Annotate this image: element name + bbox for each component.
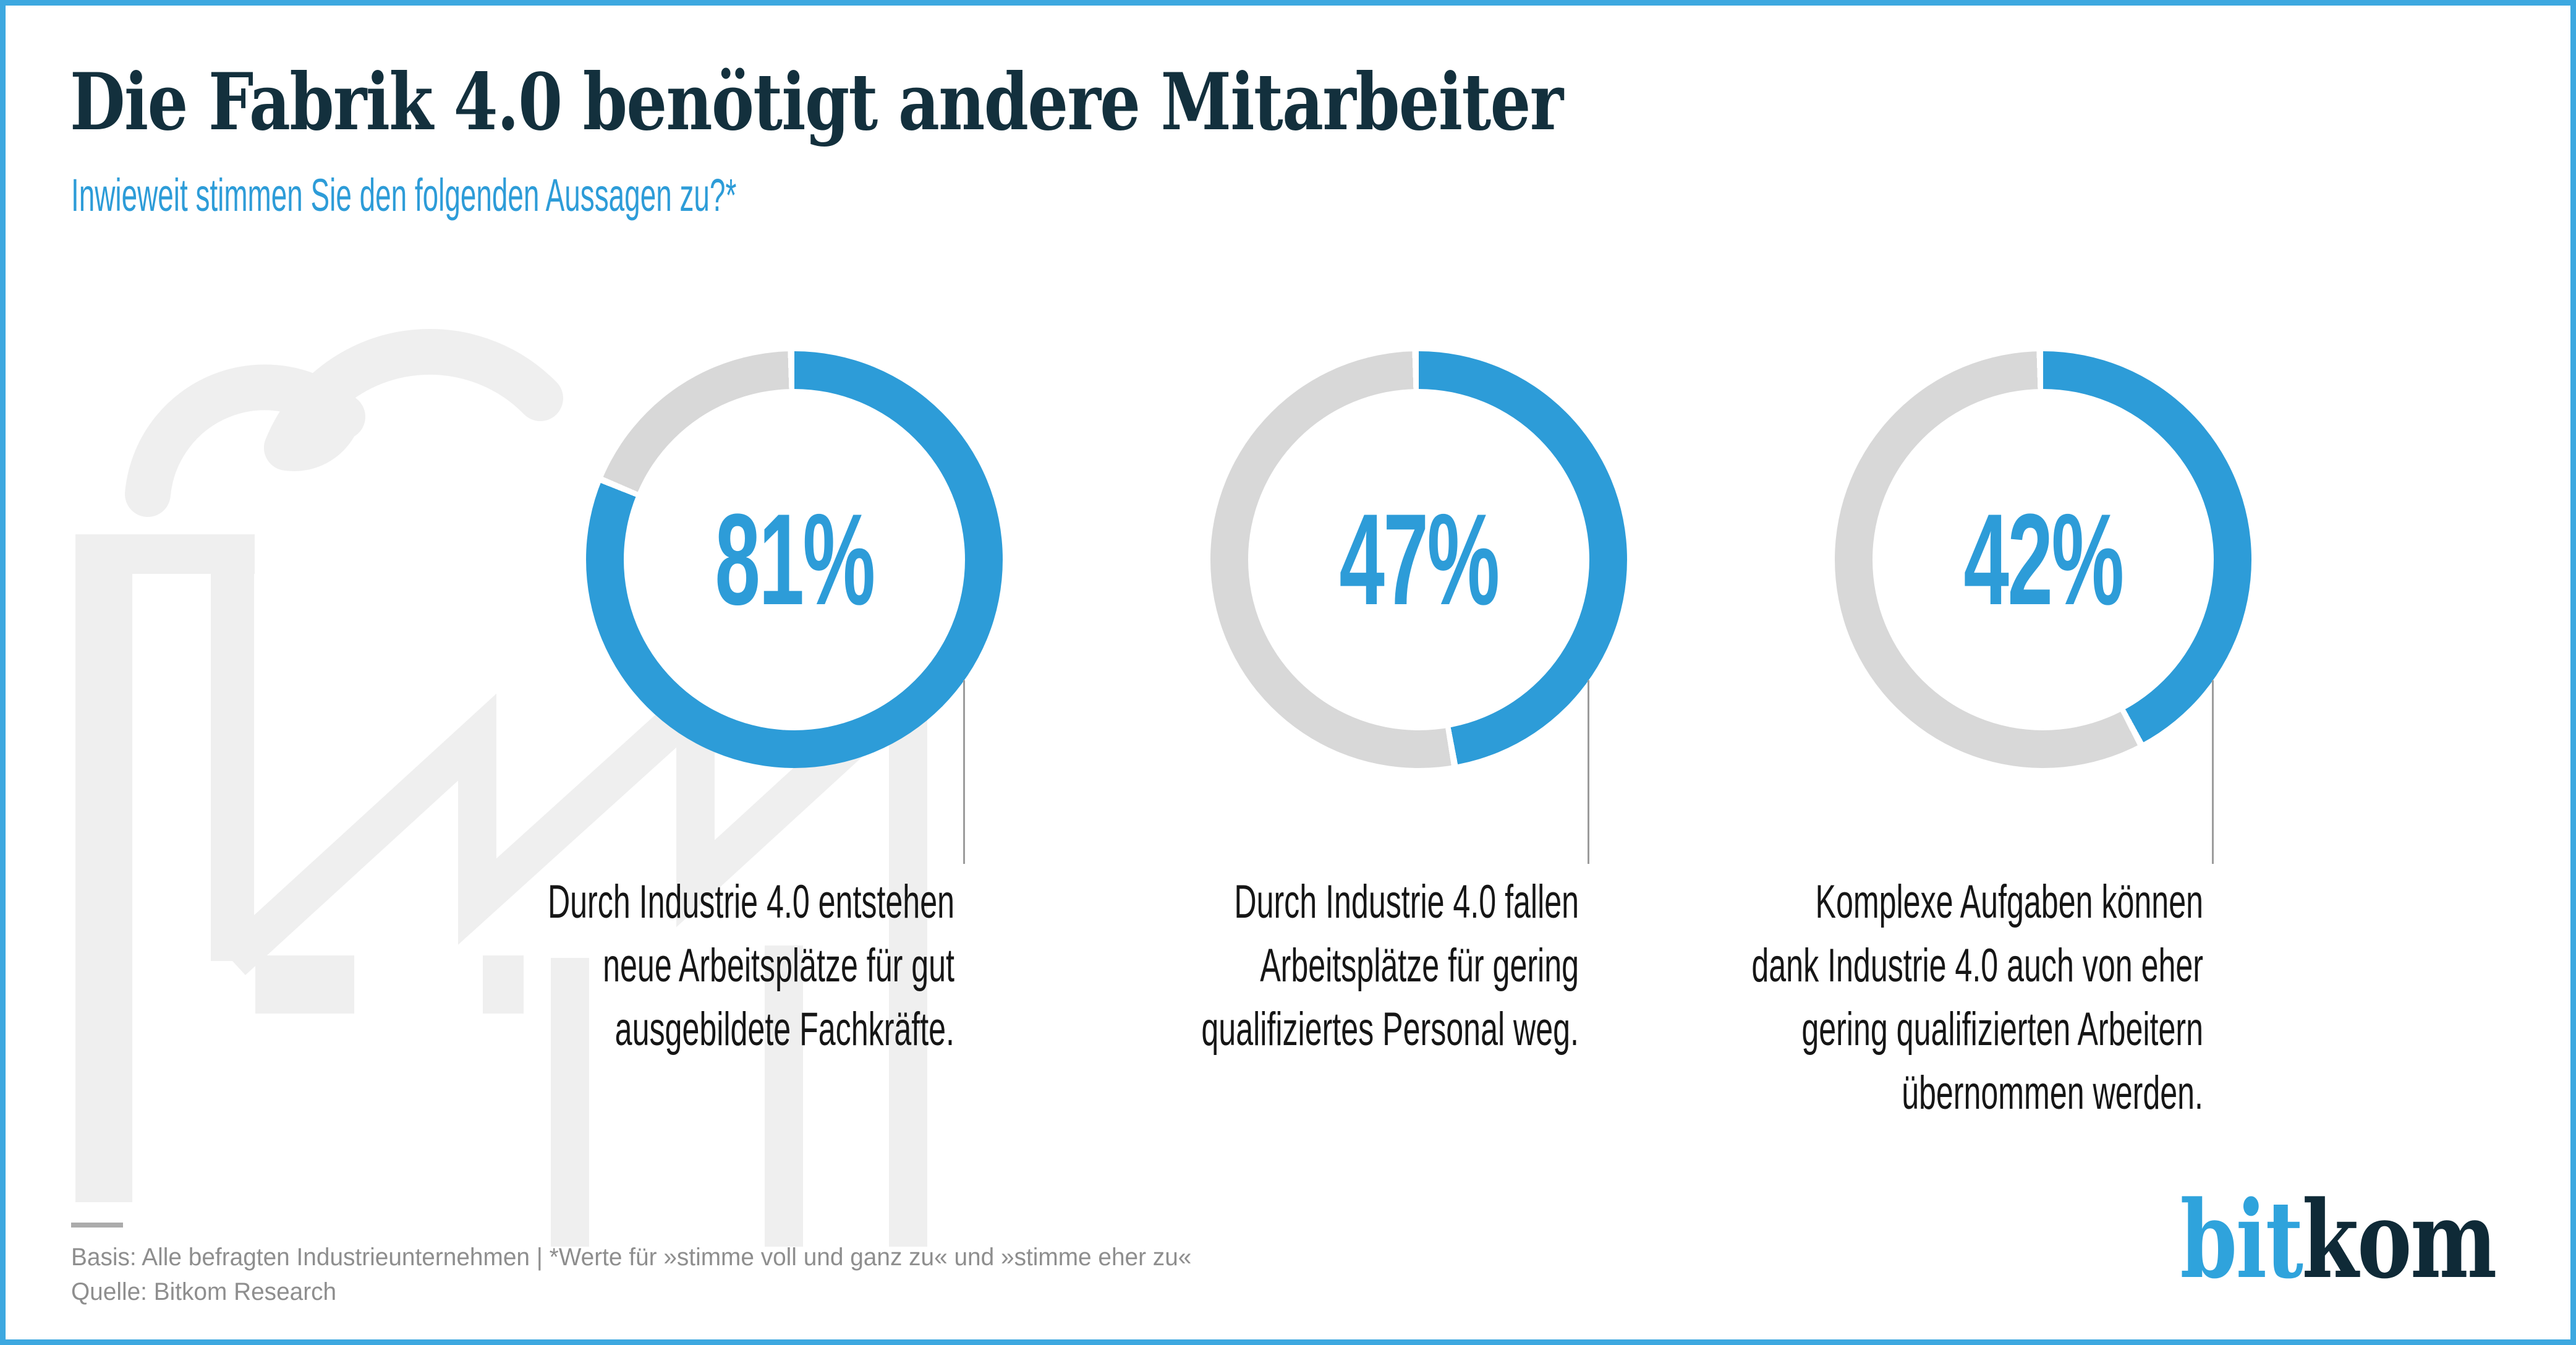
donut-hole <box>624 389 965 730</box>
donut-value-label: 81% <box>715 487 875 632</box>
page-title: Die Fabrik 4.0 benötigt andere Mitarbeit… <box>70 56 1563 148</box>
statement-3: Komplexe Aufgaben können dank Industrie … <box>1751 876 2203 1119</box>
footer-basis-line: Basis: Alle befragten Industrieunternehm… <box>71 1244 1192 1271</box>
smoke-curl <box>264 394 361 471</box>
statement-1: Durch Industrie 4.0 entstehen neue Arbei… <box>547 876 954 1056</box>
donut-chart-2: 47% <box>1210 351 1627 768</box>
footer-note: Basis: Alle befragten Industrieunternehm… <box>71 1240 1191 1309</box>
window-block-2 <box>483 955 524 1014</box>
footer-source-line: Quelle: Bitkom Research <box>71 1278 337 1305</box>
logo-part-bit: bit <box>2180 1177 2303 1302</box>
donut-hole <box>1872 389 2214 730</box>
connector-line-1 <box>963 680 965 864</box>
bitkom-logo: bitkom <box>2180 1187 2497 1293</box>
donut-value-label: 42% <box>1963 487 2124 632</box>
page-subtitle: Inwieweit stimmen Sie den folgenden Auss… <box>71 169 737 221</box>
wall-bar-1 <box>551 958 589 1247</box>
window-block-1 <box>255 955 354 1014</box>
chimney-left-bar <box>75 534 132 1202</box>
statement-2: Durch Industrie 4.0 fallen Arbeitsplätze… <box>1201 876 1579 1056</box>
donut-value-label: 47% <box>1339 487 1500 632</box>
connector-line-3 <box>2212 680 2214 864</box>
donut-chart-1: 81% <box>586 351 1003 768</box>
footer-divider <box>71 1223 123 1228</box>
donut-hole <box>1248 389 1589 730</box>
donut-chart-3: 42% <box>1835 351 2251 768</box>
logo-part-kom: kom <box>2302 1177 2497 1302</box>
chimney-right-bar <box>211 534 254 961</box>
wall-bar-2 <box>765 946 803 1247</box>
smoke-puff-large <box>264 328 563 471</box>
connector-line-2 <box>1588 680 1589 864</box>
